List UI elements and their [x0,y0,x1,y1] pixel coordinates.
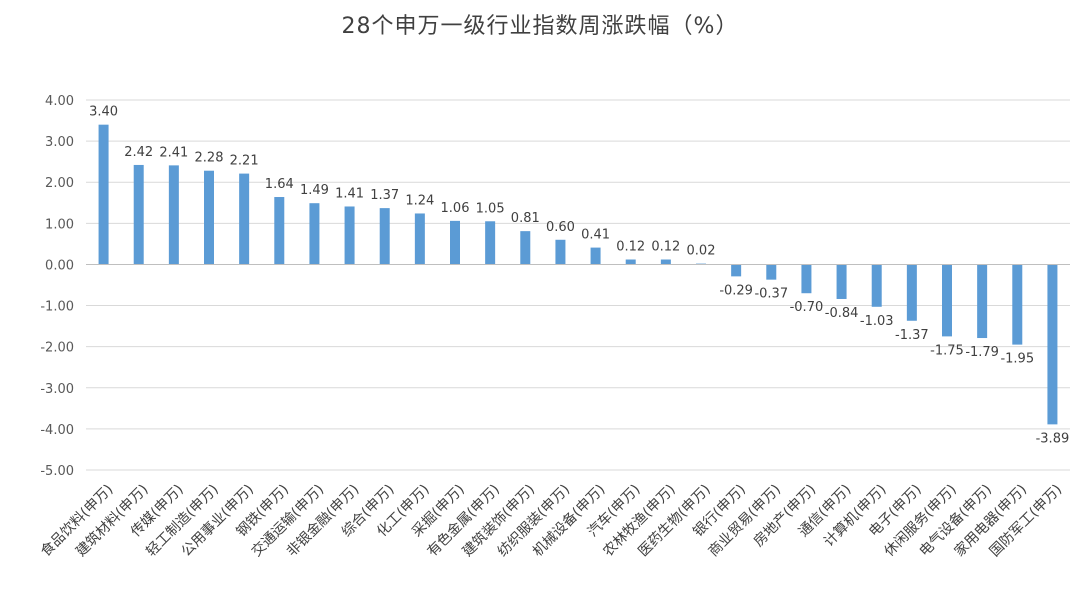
data-label: -3.89 [1036,431,1070,446]
bar [942,264,952,337]
y-tick-label: -3.00 [40,382,74,397]
data-label: -0.84 [825,306,859,321]
data-label: -1.03 [860,314,894,329]
data-label: 2.41 [159,145,188,160]
data-label: -0.37 [754,287,788,302]
chart-title: 28个申万一级行业指数周涨跌幅（%） [341,14,739,39]
data-label: 1.64 [265,177,294,192]
bar [590,247,601,265]
data-label: 3.40 [89,105,118,120]
bar [766,264,777,280]
data-label: -0.70 [790,300,824,315]
bar [625,259,636,265]
y-tick-label: -1.00 [40,300,74,315]
data-label: 0.12 [651,240,680,255]
data-label: 2.21 [230,154,259,169]
data-label: 1.49 [300,183,329,198]
data-label: 0.12 [616,240,645,255]
y-tick-label: 1.00 [45,217,74,232]
data-label: -0.29 [719,283,753,298]
bar [801,264,812,294]
y-tick-label: -5.00 [40,464,74,479]
bar [977,264,988,339]
data-label: 2.42 [124,145,153,160]
bar [239,173,250,265]
bar [168,165,179,265]
bar [133,164,144,265]
bar [450,220,460,265]
data-label: 1.24 [405,193,434,208]
bar [204,170,214,265]
y-tick-label: -4.00 [40,423,74,438]
data-label: 0.02 [687,244,716,259]
data-label: 0.41 [581,228,610,243]
bar [379,208,390,265]
bar [660,259,671,265]
data-label: -1.75 [930,343,964,358]
data-label: -1.95 [1000,352,1034,367]
y-tick-label: 4.00 [45,94,74,109]
y-tick-label: 3.00 [45,135,74,150]
bar [555,239,566,265]
bar [414,213,425,265]
data-label: 1.41 [335,186,364,201]
y-tick-label: 2.00 [45,176,74,191]
bar [871,264,882,307]
data-label: 0.60 [546,220,575,235]
data-label: 2.28 [195,151,224,166]
data-label: 1.05 [476,201,505,216]
bar [520,231,531,265]
bar [836,264,847,299]
data-label: 1.06 [441,201,470,216]
bar [309,203,320,265]
bar [1047,264,1058,425]
bar [906,264,917,321]
bar [98,124,109,265]
data-label: -1.79 [965,345,999,360]
bar [485,221,496,265]
data-label: 0.81 [511,211,540,226]
bar [731,264,742,277]
data-label: -1.37 [895,328,929,343]
bar [1012,264,1023,345]
y-tick-label: -2.00 [40,341,74,356]
data-label: 1.37 [370,188,399,203]
bar [274,197,285,265]
y-tick-label: 0.00 [45,258,74,273]
bar [344,206,355,265]
